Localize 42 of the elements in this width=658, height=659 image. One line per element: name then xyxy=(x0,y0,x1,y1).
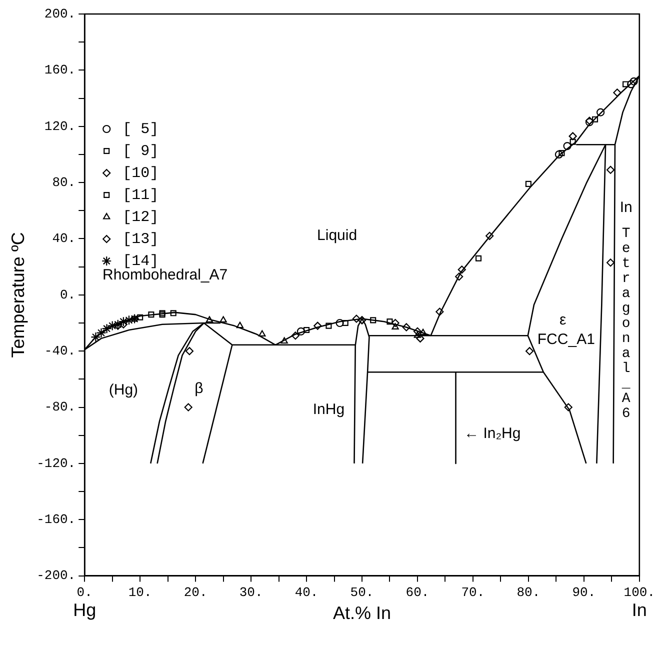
x-axis-title: At.% In xyxy=(332,603,392,624)
y-tick-label: 40. xyxy=(52,231,76,246)
x-tick-label: 80. xyxy=(516,585,540,600)
legend-label: [14] xyxy=(122,252,159,270)
legend-label: [11] xyxy=(122,186,159,204)
y-tick-label: -200. xyxy=(36,568,76,584)
text: Hg xyxy=(73,600,96,620)
x-tick-label: 30. xyxy=(239,585,263,600)
x-tick-label: 10. xyxy=(128,585,152,600)
y-tick-label: -120. xyxy=(36,456,76,471)
annotation: FCC_A1 xyxy=(537,330,595,348)
annotation: β xyxy=(194,380,204,398)
annotation: InHg xyxy=(312,401,345,418)
text: Tetragonal_A6 xyxy=(622,226,630,422)
y-tick-label: -40. xyxy=(44,344,76,359)
x-tick-label: 100. xyxy=(624,585,656,600)
annotation: ε xyxy=(559,311,566,328)
legend-label: [10] xyxy=(122,164,159,182)
y-tick-label: -160. xyxy=(36,512,76,528)
y-tick-label: 200. xyxy=(44,6,76,22)
legend-label: [12] xyxy=(122,208,159,226)
y-tick-label: 160. xyxy=(44,62,76,78)
x-tick-label: 0. xyxy=(76,585,92,600)
y-tick-label: 0. xyxy=(60,287,76,302)
annotation: (Hg) xyxy=(108,382,138,399)
y-tick-label: -80. xyxy=(44,400,76,415)
legend-label: [ 9] xyxy=(122,142,159,160)
y-tick-label: 80. xyxy=(52,174,76,190)
annotation: Liquid xyxy=(317,227,358,244)
x-tick-label: 70. xyxy=(461,585,485,600)
x-tick-label: 20. xyxy=(184,585,208,600)
legend-label: [ 5] xyxy=(122,120,159,138)
y-axis-title: Temperature ºC xyxy=(8,232,28,358)
y-tick-label: 120. xyxy=(44,118,76,134)
annotation: ← In₂Hg xyxy=(464,425,521,442)
x-tick-label: 50. xyxy=(350,585,374,600)
legend-label: [13] xyxy=(122,230,159,248)
x-tick-label: 60. xyxy=(406,585,430,600)
x-tick-label: 90. xyxy=(572,585,596,600)
annotation: In xyxy=(620,198,632,216)
text: In xyxy=(632,600,647,620)
x-tick-label: 40. xyxy=(294,585,318,600)
